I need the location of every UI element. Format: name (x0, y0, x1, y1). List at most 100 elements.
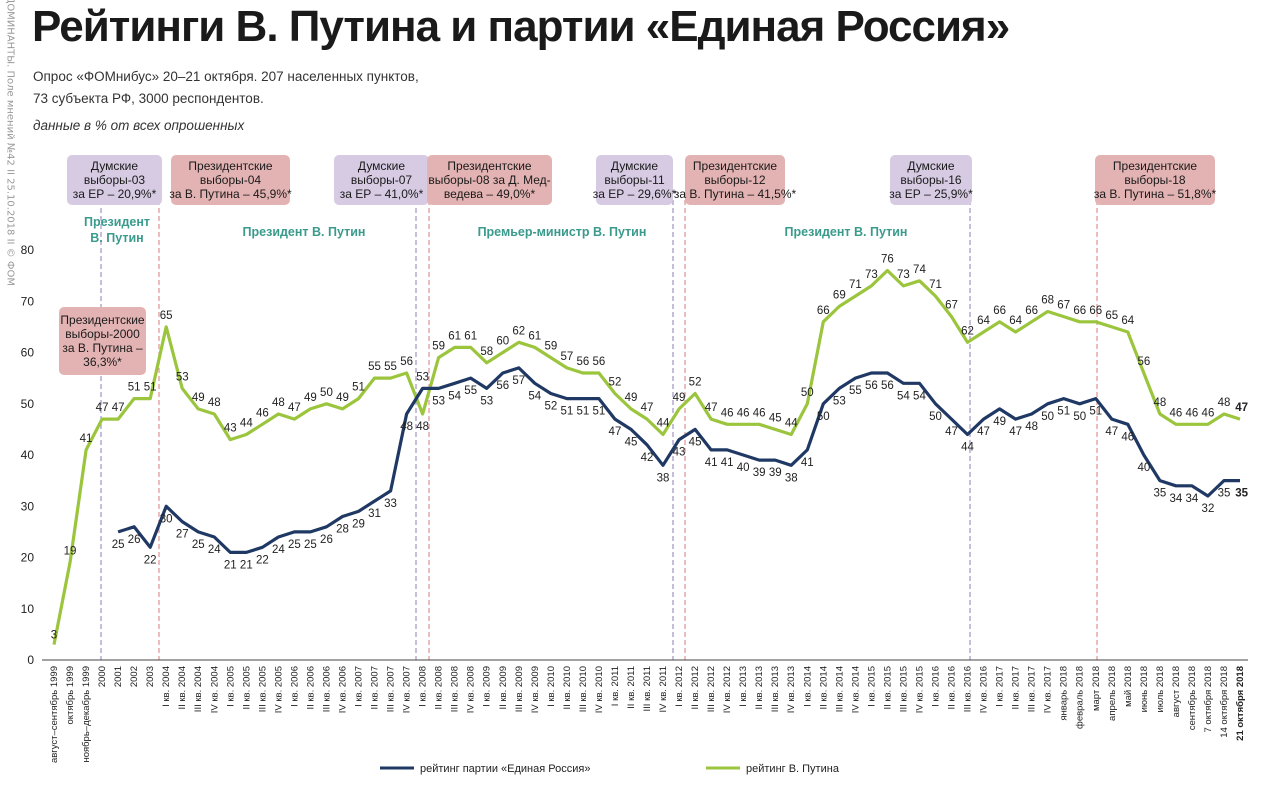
election-box-bg (427, 155, 552, 205)
er-data-label: 43 (673, 447, 686, 459)
putin-data-label: 49 (336, 392, 349, 404)
putin-data-label: 74 (913, 264, 926, 276)
putin-data-label: 47 (641, 402, 654, 414)
y-tick-label: 30 (21, 499, 35, 513)
x-tick-label: I кв. 2005 (225, 666, 236, 707)
x-tick-label: I кв. 2006 (289, 666, 300, 707)
er-data-label: 45 (689, 436, 702, 448)
putin-data-label: 66 (817, 305, 830, 317)
x-tick-label: август 2018 (1171, 666, 1182, 717)
putin-data-label: 64 (977, 315, 990, 327)
putin-data-label: 66 (993, 305, 1006, 317)
putin-data-label: 48 (416, 421, 429, 433)
putin-data-label: 48 (208, 397, 221, 409)
er-data-label: 28 (336, 524, 349, 536)
putin-data-label: 68 (1041, 295, 1054, 307)
election-box-text: 36,3%* (83, 355, 122, 369)
election-box-text: за ЕР – 20,9%* (73, 187, 157, 201)
x-tick-label: 2000 (97, 666, 108, 687)
x-tick-label: I кв. 2014 (802, 666, 813, 707)
x-tick-label: I кв. 2012 (674, 666, 685, 707)
putin-data-label: 49 (625, 392, 638, 404)
putin-data-label: 44 (785, 418, 798, 430)
putin-data-label: 47 (112, 402, 125, 414)
y-tick-label: 40 (21, 448, 35, 462)
putin-data-label: 47 (1235, 402, 1248, 414)
er-data-label: 57 (512, 375, 525, 387)
x-tick-label: 14 октября 2018 (1219, 666, 1230, 738)
x-tick-label: I кв. 2017 (995, 666, 1006, 707)
election-box-text: за В. Путина – 45,9%* (169, 187, 292, 201)
election-box-text: Думские (358, 159, 405, 173)
er-data-label: 51 (593, 406, 606, 418)
er-data-label: 47 (945, 426, 958, 438)
er-data-label: 45 (625, 436, 638, 448)
election-box-text: Президентские (188, 159, 273, 173)
er-data-label: 47 (609, 426, 622, 438)
er-data-label: 54 (897, 390, 910, 402)
x-tick-label: I кв. 2013 (738, 666, 749, 707)
putin-data-label: 71 (849, 279, 862, 291)
period-label: Президент В. Путин (785, 225, 908, 239)
x-tick-label: IV кв. 2008 (466, 666, 477, 713)
er-data-label: 49 (993, 416, 1006, 428)
er-data-label: 33 (384, 498, 397, 510)
putin-data-label: 47 (288, 402, 301, 414)
election-box-text: за ЕР – 25,9%* (889, 187, 973, 201)
er-data-label: 42 (641, 452, 654, 464)
x-tick-label: III кв. 2005 (257, 666, 268, 712)
x-tick-label: IV кв. 2005 (273, 666, 284, 713)
putin-data-label: 56 (593, 356, 606, 368)
x-tick-label: II кв. 2004 (177, 666, 188, 710)
putin-data-label: 65 (1105, 310, 1118, 322)
er-data-label: 34 (1169, 493, 1182, 505)
er-data-label: 35 (1235, 488, 1248, 500)
election-box-bg (171, 155, 290, 205)
x-tick-label: I кв. 2004 (161, 666, 172, 707)
putin-data-label: 46 (1202, 407, 1215, 419)
er-data-label: 26 (320, 534, 333, 546)
x-tick-label: II кв. 2011 (626, 666, 637, 709)
er-data-label: 53 (480, 395, 493, 407)
er-data-label: 21 (224, 559, 237, 571)
x-tick-label: IV кв. 2006 (337, 666, 348, 713)
er-data-label: 54 (528, 390, 541, 402)
er-data-label: 40 (1137, 462, 1150, 474)
er-data-label: 39 (769, 467, 782, 479)
y-tick-label: 50 (21, 397, 35, 411)
data-note: данные в % от всех опрошенных (33, 118, 245, 133)
period-label: Президент (84, 215, 150, 229)
x-tick-label: II кв. 2014 (818, 666, 829, 710)
er-data-label: 41 (705, 457, 718, 469)
y-tick-label: 10 (21, 602, 35, 616)
subtitle-line-2: 73 субъекта РФ, 3000 респондентов. (33, 91, 264, 106)
x-tick-label: III кв. 2017 (1027, 666, 1038, 712)
x-tick-label: I кв. 2016 (930, 666, 941, 707)
x-tick-label: I кв. 2007 (354, 666, 365, 707)
putin-data-label: 46 (753, 407, 766, 419)
x-tick-label: II кв. 2009 (498, 666, 509, 710)
election-box-text: выборы-2000 (65, 327, 140, 341)
x-tick-label: III кв. 2016 (963, 666, 974, 712)
er-data-label: 53 (432, 395, 445, 407)
x-tick-label: I кв. 2015 (866, 666, 877, 707)
election-box-text: выборы-04 (200, 173, 262, 187)
er-data-label: 30 (160, 513, 173, 525)
putin-data-label: 48 (1153, 397, 1166, 409)
putin-data-label: 51 (144, 382, 157, 394)
putin-data-label: 50 (320, 387, 333, 399)
x-tick-label: IV кв. 2015 (914, 666, 925, 713)
x-tick-label: июль 2018 (1155, 666, 1166, 713)
election-box-text: ведева – 49,0%* (444, 187, 536, 201)
putin-data-label: 55 (368, 361, 381, 373)
election-lines (100, 200, 1098, 660)
putin-data-label: 49 (304, 392, 317, 404)
legend-label: рейтинг В. Путина (746, 763, 840, 775)
x-tick-label: I кв. 2011 (610, 666, 621, 706)
putin-data-label: 56 (576, 356, 589, 368)
subtitle-line-1: Опрос «ФОМнибус» 20–21 октября. 207 насе… (33, 69, 419, 84)
er-data-label: 50 (929, 411, 942, 423)
x-tick-label: март 2018 (1091, 666, 1102, 711)
